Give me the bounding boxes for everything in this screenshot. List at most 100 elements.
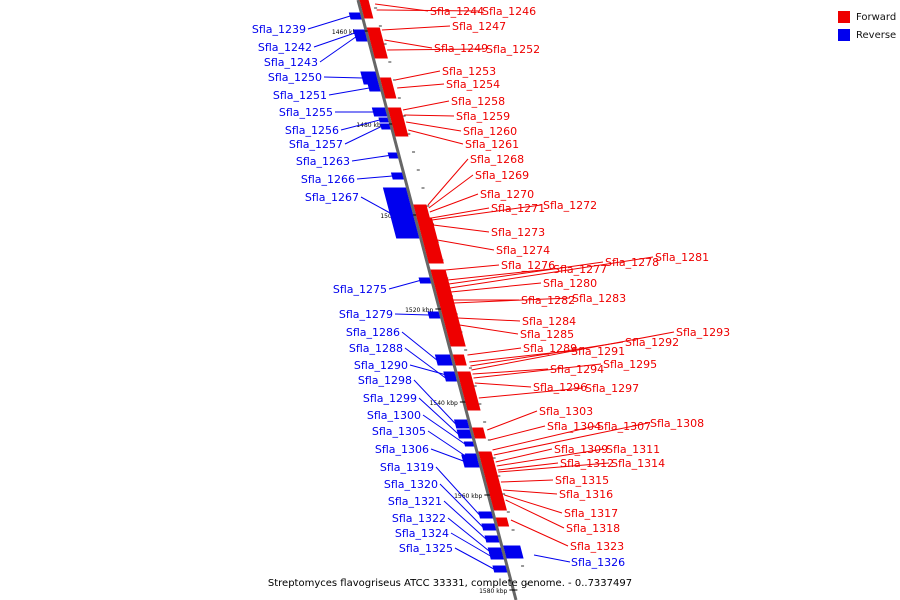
leader-line bbox=[351, 155, 390, 162]
gene-label-sfla_1246: Sfla_1246 bbox=[482, 5, 536, 18]
leader-line bbox=[478, 387, 584, 399]
gene-sfla_1263 bbox=[387, 152, 399, 159]
gene-label-sfla_1276: Sfla_1276 bbox=[501, 259, 555, 272]
gene-block-forward bbox=[485, 479, 507, 511]
leader-line bbox=[493, 422, 649, 456]
gene-sfla_1306 bbox=[461, 454, 480, 468]
gene-label-sfla_1266: Sfla_1266 bbox=[301, 173, 355, 186]
leader-line bbox=[307, 15, 351, 30]
gene-sfla_1319 bbox=[478, 511, 494, 519]
gene-block-forward bbox=[379, 77, 397, 99]
legend-reverse: Reverse bbox=[838, 26, 896, 44]
legend-forward-label: Forward bbox=[856, 11, 897, 23]
leader-line bbox=[394, 313, 429, 316]
leader-line bbox=[447, 517, 490, 552]
leader-line bbox=[427, 430, 467, 457]
gene-label-sfla_1291: Sfla_1291 bbox=[571, 345, 625, 358]
gene-label-sfla_1322: Sfla_1322 bbox=[392, 512, 446, 525]
gene-sfla_1300 bbox=[463, 441, 475, 447]
gene-label-sfla_1269: Sfla_1269 bbox=[475, 169, 529, 182]
gene-label-sfla_1259: Sfla_1259 bbox=[456, 110, 510, 123]
gene-label-sfla_1288: Sfla_1288 bbox=[349, 342, 403, 355]
leader-line bbox=[413, 379, 457, 425]
gene-sfla_1290 bbox=[443, 371, 456, 378]
tick-label: 1560 kbp bbox=[454, 493, 482, 500]
leader-line bbox=[449, 256, 654, 289]
gene-block-forward bbox=[366, 27, 388, 59]
leader-line bbox=[489, 425, 546, 441]
leader-line bbox=[431, 204, 542, 221]
gene-label-sfla_1292: Sfla_1292 bbox=[625, 336, 679, 349]
leader-line bbox=[430, 448, 464, 462]
leader-line bbox=[344, 126, 382, 145]
leader-line bbox=[433, 224, 490, 233]
gene-label-sfla_1282: Sfla_1282 bbox=[521, 294, 575, 307]
gene-label-sfla_1293: Sfla_1293 bbox=[676, 326, 730, 339]
gene-label-sfla_1275: Sfla_1275 bbox=[333, 283, 387, 296]
leader-line bbox=[340, 119, 380, 131]
leader-line bbox=[408, 129, 464, 145]
leader-line bbox=[467, 347, 522, 356]
gene-label-sfla_1242: Sfla_1242 bbox=[258, 41, 312, 54]
leader-line bbox=[474, 382, 532, 388]
leader-line bbox=[471, 331, 675, 371]
gene-sfla_1299 bbox=[456, 429, 472, 439]
leader-line bbox=[495, 448, 553, 463]
gene-label-sfla_1279: Sfla_1279 bbox=[339, 308, 393, 321]
gene-label-sfla_1267: Sfla_1267 bbox=[305, 191, 359, 204]
gene-label-sfla_1281: Sfla_1281 bbox=[655, 251, 709, 264]
gene-label-sfla_1314: Sfla_1314 bbox=[611, 457, 665, 470]
gene-sfla_1256 bbox=[378, 117, 389, 123]
leader-line bbox=[510, 519, 569, 547]
leader-line bbox=[450, 282, 542, 293]
gene-label-sfla_1307: Sfla_1307 bbox=[597, 420, 651, 433]
leader-line bbox=[409, 364, 445, 375]
forward-swatch bbox=[838, 11, 850, 23]
leader-line bbox=[376, 9, 481, 12]
tick-label: 1520 kbp bbox=[405, 307, 433, 314]
leader-line bbox=[323, 76, 363, 79]
gene-label-sfla_1306: Sfla_1306 bbox=[375, 443, 429, 456]
gene-sfla_1267 bbox=[382, 187, 420, 239]
leader-line bbox=[450, 532, 491, 557]
leader-line bbox=[459, 324, 519, 335]
gene-block-forward bbox=[416, 217, 444, 264]
gene-label-sfla_1249: Sfla_1249 bbox=[434, 42, 488, 55]
gene-label-sfla_1263: Sfla_1263 bbox=[296, 155, 350, 168]
leader-line bbox=[505, 499, 565, 529]
leader-line bbox=[504, 494, 563, 514]
gene-sfla_1321 bbox=[484, 535, 500, 543]
gene-sfla_1320 bbox=[481, 523, 497, 531]
leader-line bbox=[427, 158, 469, 206]
leader-line bbox=[487, 410, 538, 431]
genome-caption: Streptomyces flavogriseus ATCC 33331, co… bbox=[267, 578, 633, 589]
gene-label-sfla_1278: Sfla_1278 bbox=[605, 256, 659, 269]
gene-block-forward bbox=[387, 107, 409, 137]
gene-label-sfla_1305: Sfla_1305 bbox=[372, 425, 426, 438]
leader-line bbox=[397, 83, 445, 89]
leader-line bbox=[502, 489, 558, 495]
gene-label-sfla_1290: Sfla_1290 bbox=[354, 359, 408, 372]
leader-line bbox=[394, 70, 441, 81]
leader-line bbox=[473, 363, 602, 379]
leader-line bbox=[402, 100, 450, 111]
gene-label-sfla_1320: Sfla_1320 bbox=[384, 478, 438, 491]
gene-block-forward bbox=[359, 0, 374, 19]
backbone bbox=[356, 0, 518, 600]
gene-sfla_1266 bbox=[390, 172, 404, 180]
leader-line bbox=[401, 331, 438, 361]
gene-sfla_1325 bbox=[492, 565, 508, 573]
gene-sfla_1243 bbox=[354, 32, 368, 42]
tick-label: 1460 kbp bbox=[332, 29, 360, 36]
gene-label-sfla_1325: Sfla_1325 bbox=[399, 542, 453, 555]
gene-sfla_1257 bbox=[380, 123, 391, 130]
gene-label-sfla_1317: Sfla_1317 bbox=[564, 507, 618, 520]
leader-line bbox=[443, 500, 487, 540]
leader-line bbox=[492, 425, 596, 451]
gene-label-sfla_1312: Sfla_1312 bbox=[560, 457, 614, 470]
gene-label-sfla_1255: Sfla_1255 bbox=[279, 106, 333, 119]
gene-label-sfla_1253: Sfla_1253 bbox=[442, 65, 496, 78]
leader-line bbox=[406, 121, 462, 132]
gene-sfla_1326 bbox=[503, 545, 524, 559]
gene-label-sfla_1247: Sfla_1247 bbox=[452, 20, 506, 33]
